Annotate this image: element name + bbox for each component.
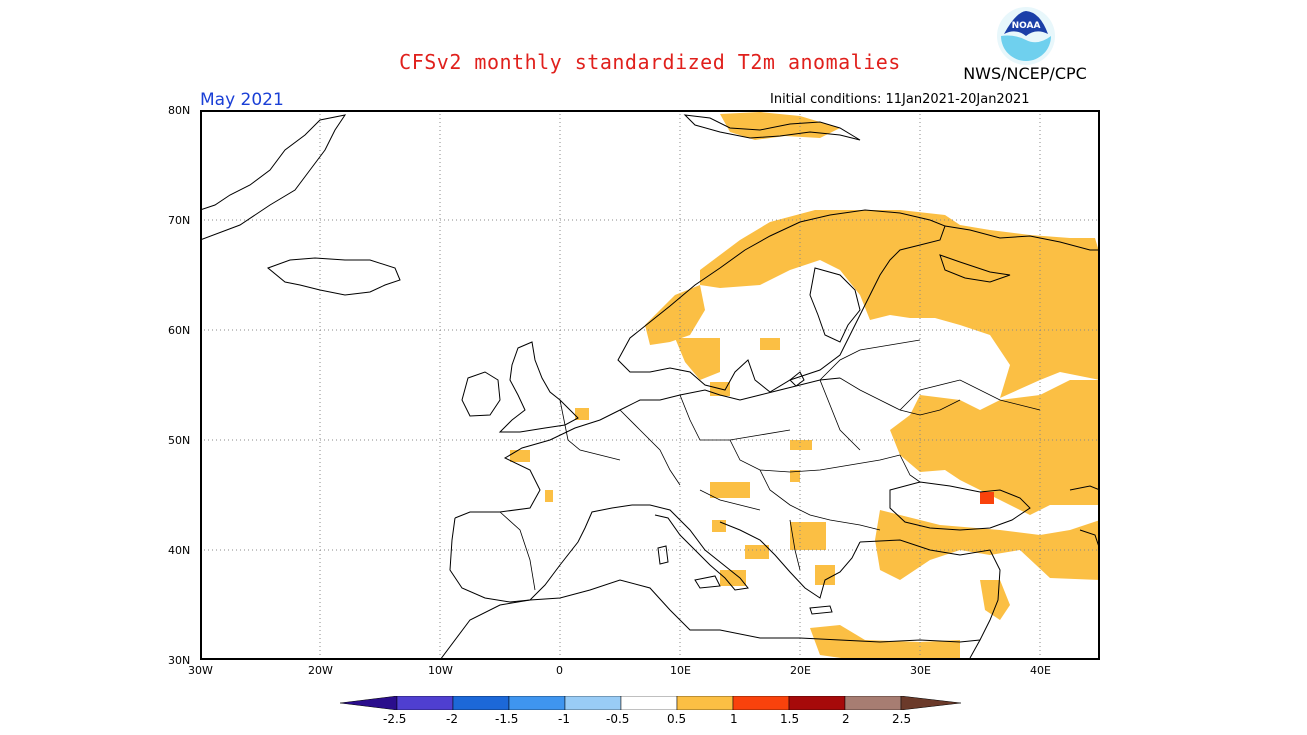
- forecast-period: May 2021: [200, 90, 284, 110]
- legend-label-m1: -1: [558, 712, 570, 726]
- legend-swatch-3: [508, 696, 566, 710]
- map-frame: [200, 110, 1100, 660]
- legend-swatch-2: [452, 696, 510, 710]
- lon-label-40e: 40E: [1030, 664, 1051, 677]
- legend-label-2-5: 2.5: [892, 712, 912, 726]
- lat-label-50n: 50N: [168, 434, 191, 447]
- legend-swatch-8: [788, 696, 846, 710]
- legend-swatch-4: [564, 696, 622, 710]
- lon-label-20e: 20E: [790, 664, 811, 677]
- legend-label-m0-5: -0.5: [606, 712, 630, 726]
- color-legend: [340, 696, 962, 710]
- legend-label-0-5: 0.5: [667, 712, 687, 726]
- lat-label-70n: 70N: [168, 214, 191, 227]
- lat-label-40n: 40N: [168, 544, 191, 557]
- initial-conditions: Initial conditions: 11Jan2021-20Jan2021: [770, 92, 1030, 107]
- legend-swatch-below: [340, 696, 398, 710]
- agency-label: NWS/NCEP/CPC: [963, 64, 1087, 83]
- legend-swatch-1: [396, 696, 454, 710]
- legend-swatch-6: [676, 696, 734, 710]
- map-title: CFSv2 monthly standardized T2m anomalies: [399, 50, 901, 74]
- lat-label-80n: 80N: [168, 104, 191, 117]
- lat-label-30n: 30N: [168, 654, 191, 667]
- lon-label-10e: 10E: [670, 664, 691, 677]
- legend-swatch-5: [620, 696, 678, 710]
- lat-label-60n: 60N: [168, 324, 191, 337]
- country-borders: [499, 339, 1041, 591]
- legend-label-m2: -2: [446, 712, 458, 726]
- anomaly-map: [200, 110, 1100, 660]
- noaa-logo: NOAA: [997, 7, 1055, 65]
- legend-label-1-5: 1.5: [780, 712, 800, 726]
- lon-label-20w: 20W: [308, 664, 333, 677]
- lon-label-30w: 30W: [188, 664, 213, 677]
- legend-label-m1-5: -1.5: [495, 712, 519, 726]
- lon-label-0: 0: [556, 664, 563, 677]
- legend-swatch-above: [900, 696, 962, 710]
- logo-text: NOAA: [1012, 21, 1041, 31]
- legend-swatch-9: [844, 696, 902, 710]
- legend-label-1: 1: [730, 712, 738, 726]
- lon-label-30e: 30E: [910, 664, 931, 677]
- anomaly-shading-hot: [980, 492, 994, 504]
- legend-swatch-7: [732, 696, 790, 710]
- legend-label-2: 2: [842, 712, 850, 726]
- lon-label-10w: 10W: [428, 664, 453, 677]
- legend-label-m2-5: -2.5: [383, 712, 407, 726]
